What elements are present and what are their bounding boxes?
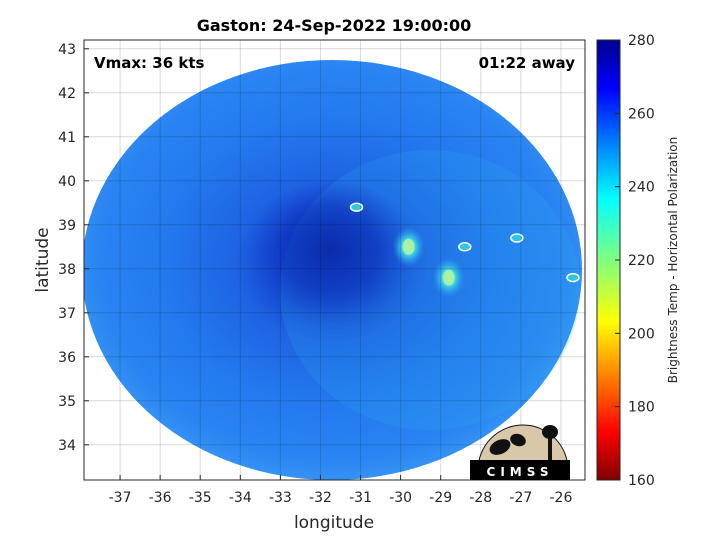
vmax-annotation: Vmax: 36 kts: [94, 54, 204, 72]
logo-tower-tank: [542, 425, 558, 439]
gridlines: [84, 40, 585, 480]
y-tick-label: 42: [58, 86, 76, 102]
contour-feature: [458, 242, 472, 252]
colorbar-tick-label: 200: [628, 326, 655, 342]
warm-feature-core: [402, 238, 415, 255]
logo-text: CIMSS: [487, 465, 554, 479]
x-axis-label: longitude: [294, 513, 374, 533]
colorbar-tick-label: 160: [628, 473, 655, 489]
y-tick-label: 35: [58, 394, 76, 410]
y-axis-label: latitude: [33, 227, 53, 292]
colorbar-tick-label: 280: [628, 33, 655, 49]
colorbar-tick-label: 240: [628, 180, 655, 196]
x-tick-label: -30: [389, 490, 412, 506]
y-tick-label: 43: [58, 42, 76, 58]
x-tick-label: -26: [550, 490, 573, 506]
x-tick-label: -33: [269, 490, 292, 506]
colorbar-tick-label: 220: [628, 253, 655, 269]
colorbar-ticks: 160 180 200 220 240 260 280: [615, 33, 655, 489]
chart-title: Gaston: 24-Sep-2022 19:00:00: [197, 16, 472, 35]
logo-band: [470, 460, 570, 480]
y-tick-label: 39: [58, 218, 76, 234]
axes-box: [83, 39, 586, 481]
y-tick-label: 41: [58, 130, 76, 146]
x-tick-label: -32: [309, 490, 332, 506]
warm-feature-core: [442, 269, 455, 286]
cimss-logo: CIMSS: [470, 424, 570, 480]
x-ticks: -37 -36 -35 -34 -33 -32 -31 -30 -29 -28 -27 -26: [109, 475, 573, 506]
y-ticks: 34 35 36 37 38 39 40 41 42 43: [58, 42, 89, 454]
y-tick-label: 37: [58, 306, 76, 322]
contour-feature: [510, 233, 524, 243]
y-tick-label: 38: [58, 262, 76, 278]
x-tick-label: -37: [109, 490, 132, 506]
y-tick-label: 40: [58, 174, 76, 190]
x-tick-label: -27: [509, 490, 532, 506]
contour-feature: [349, 202, 364, 212]
x-tick-label: -35: [189, 490, 212, 506]
colorbar-label: Brightness Temp - Horizontal Polarizatio…: [666, 137, 680, 384]
time-away-annotation: 01:22 away: [479, 54, 576, 72]
x-tick-label: -34: [229, 490, 252, 506]
logo-dish-2: [510, 433, 526, 447]
logo-tower-stem: [548, 436, 552, 460]
contour-feature: [566, 272, 580, 283]
x-tick-label: -28: [469, 490, 492, 506]
logo-dish-1: [489, 439, 511, 455]
y-tick-label: 34: [58, 438, 76, 454]
colorbar-tick-label: 260: [628, 106, 655, 122]
colorbar-tick-label: 180: [628, 400, 655, 416]
y-tick-label: 36: [58, 350, 76, 366]
x-tick-label: -31: [349, 490, 372, 506]
swath-layer: [84, 60, 582, 480]
x-tick-label: -36: [149, 490, 172, 506]
x-tick-label: -29: [429, 490, 452, 506]
storm-core: [250, 178, 410, 322]
